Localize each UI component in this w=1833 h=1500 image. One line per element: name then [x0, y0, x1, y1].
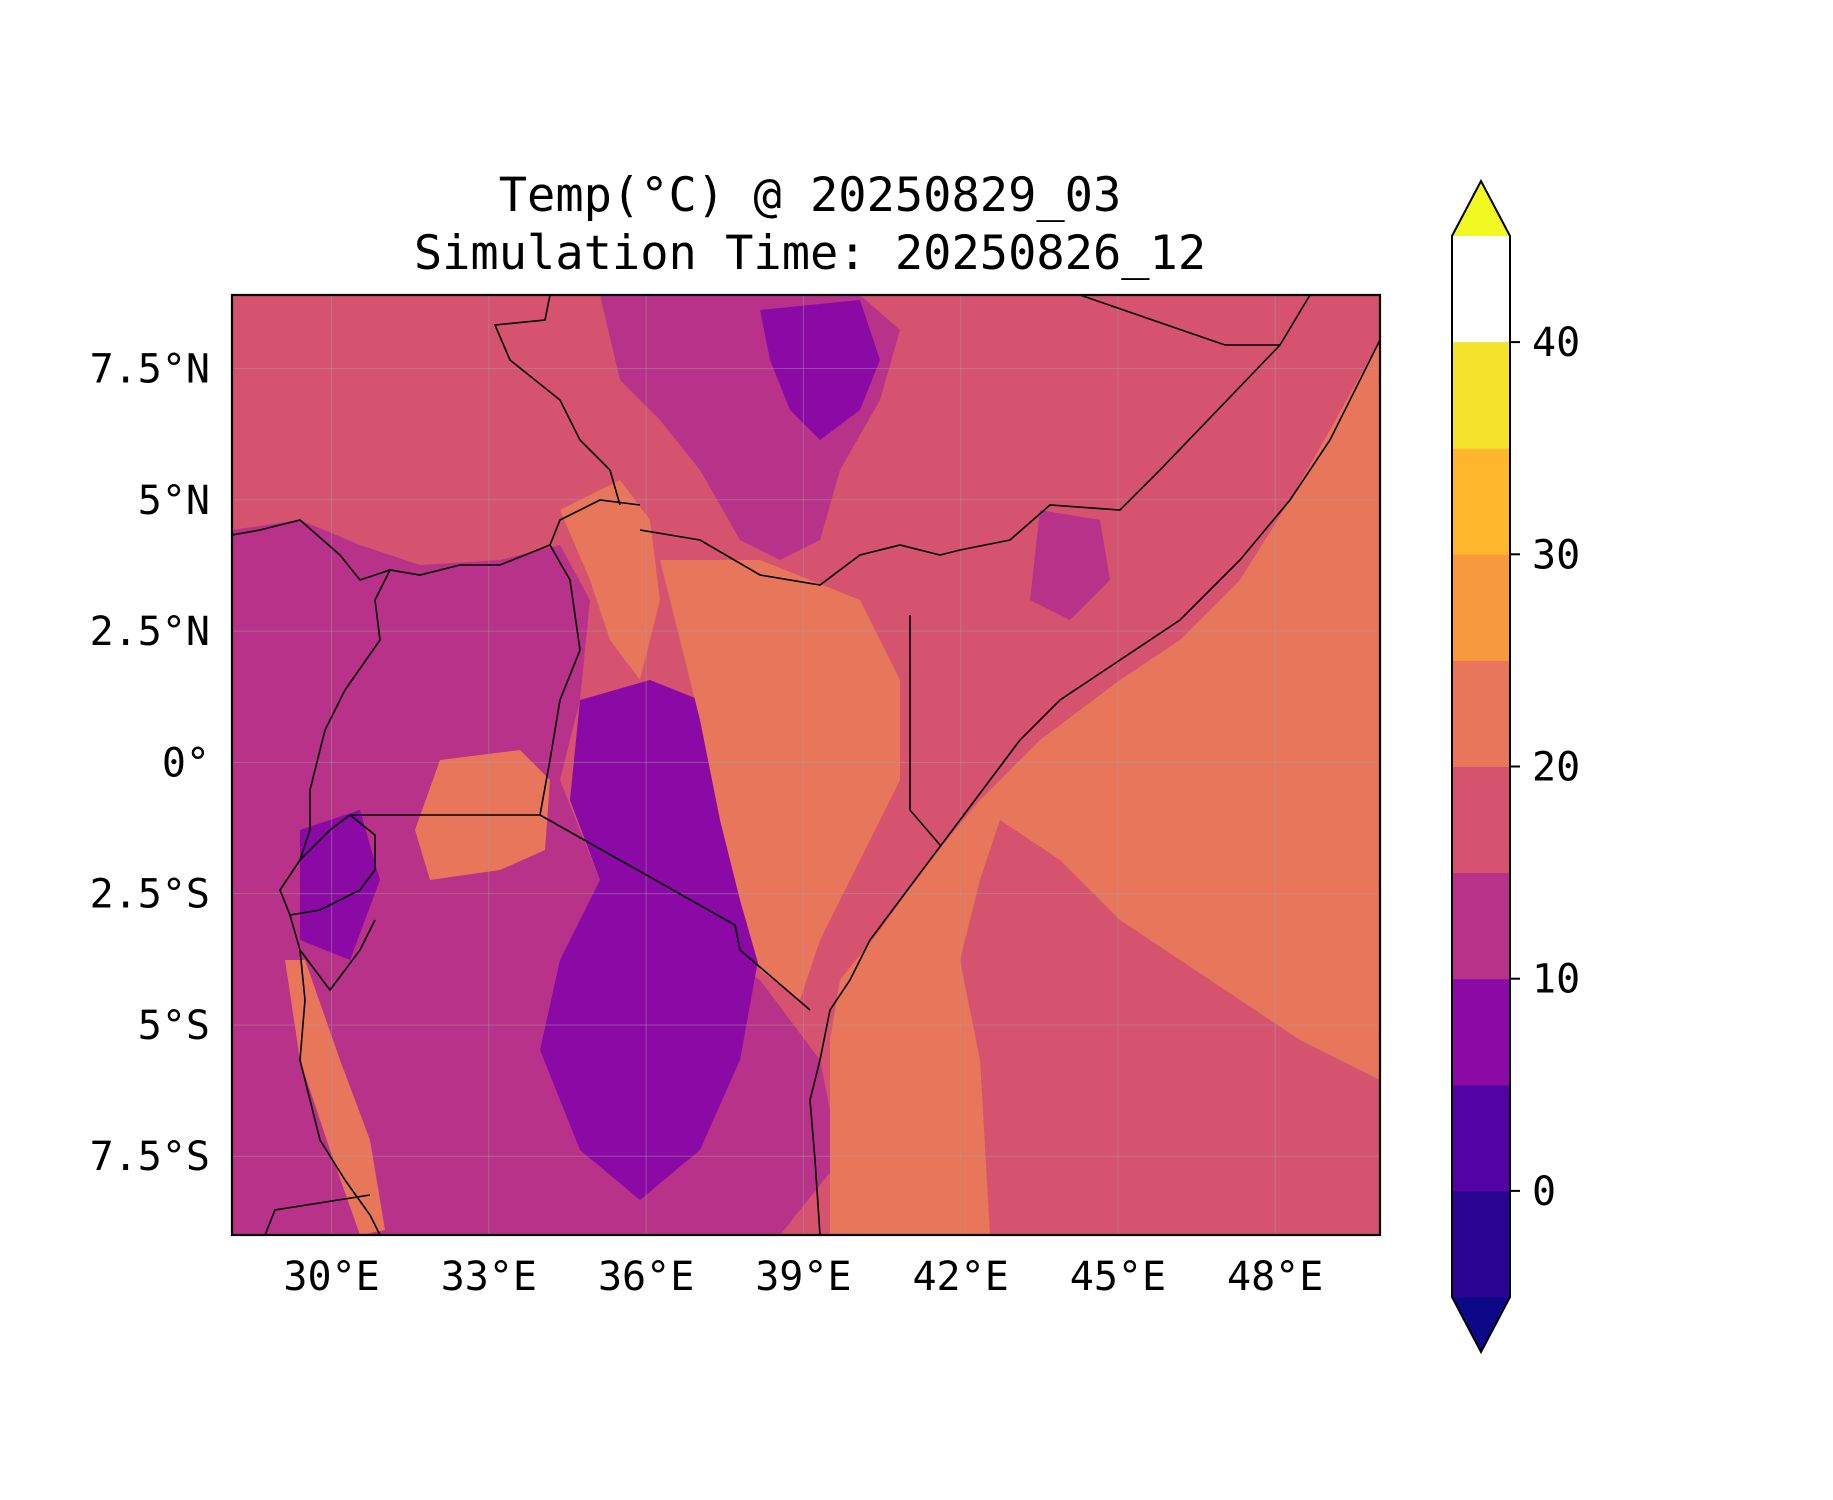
colorbar-tick-label: 20	[1532, 745, 1580, 791]
x-axis-ticks: 30°E 33°E 36°E 39°E 42°E 45°E 48°E	[283, 1254, 1323, 1300]
temperature-field	[232, 295, 1380, 1235]
region-rift-core	[300, 810, 380, 960]
colorbar-band	[1452, 660, 1510, 767]
x-tick-label: 36°E	[598, 1254, 694, 1300]
region-sw-strip	[285, 960, 385, 1235]
border-kenya-ethiopia	[639, 529, 961, 586]
region-ethiopian-highlands-core	[760, 300, 880, 440]
y-tick-label: 0°	[162, 740, 210, 786]
region-turkana	[560, 480, 660, 680]
colorbar: 0 10 20 30 40	[1451, 178, 1580, 1355]
colorbar-tick-label: 30	[1532, 532, 1580, 578]
border-burundi-tanzania	[289, 914, 376, 992]
y-tick-label: 2.5°S	[90, 872, 210, 918]
border-ethiopia-sudan	[493, 295, 621, 506]
border-rwanda-burundi	[279, 814, 376, 916]
region-east-warm	[660, 560, 900, 1000]
colorbar-band	[1452, 1084, 1510, 1192]
x-tick-label: 30°E	[283, 1254, 379, 1300]
colorbar-band	[1452, 872, 1510, 980]
border-kenya-somalia	[909, 615, 941, 846]
y-tick-label: 5°N	[138, 478, 210, 524]
map-title: Temp(°C) @ 20250829_03	[498, 168, 1122, 223]
colorbar-under-extension	[1452, 1297, 1510, 1352]
y-tick-label: 5°S	[138, 1003, 210, 1049]
y-tick-label: 2.5°N	[90, 609, 210, 655]
x-tick-label: 33°E	[441, 1254, 537, 1300]
border-kenya-tanzania	[539, 814, 811, 1011]
x-tick-label: 42°E	[912, 1254, 1008, 1300]
border-south-sudan	[232, 499, 641, 581]
y-axis-ticks: 7.5°N 5°N 2.5°N 0° 2.5°S 5°S 7.5°S	[90, 347, 210, 1181]
gridlines	[232, 295, 1380, 1235]
border-uganda-kenya	[539, 544, 581, 816]
border-drc-uganda	[299, 569, 391, 861]
y-tick-label: 7.5°N	[90, 347, 210, 393]
coastline	[809, 339, 1380, 1235]
region-kenya-highlands	[540, 680, 760, 1200]
colorbar-band	[1452, 978, 1510, 1086]
map-subtitle: Simulation Time: 20250826_12	[413, 226, 1207, 281]
colorbar-band	[1452, 1190, 1510, 1298]
x-tick-label: 39°E	[755, 1254, 851, 1300]
colorbar-band	[1452, 554, 1510, 661]
colorbar-outline	[1451, 178, 1511, 1355]
border-zambia	[264, 1194, 371, 1235]
colorbar-over-extension	[1452, 181, 1510, 236]
colorbar-tick-label: 0	[1532, 1169, 1556, 1215]
border-lake-tanganyika	[299, 949, 381, 1235]
country-borders	[232, 295, 1380, 1235]
x-tick-label: 48°E	[1227, 1254, 1323, 1300]
region-ocean-warm	[830, 340, 1380, 1235]
colorbar-band	[1452, 448, 1510, 555]
border-somaliland	[1079, 295, 1280, 346]
colorbar-band	[1452, 766, 1510, 874]
x-tick-label: 45°E	[1070, 1254, 1166, 1300]
y-tick-label: 7.5°S	[90, 1134, 210, 1180]
map-frame	[230, 293, 1382, 1237]
colorbar-tick-label: 10	[1532, 957, 1580, 1003]
colorbar-tick-label: 40	[1532, 320, 1580, 366]
colorbar-band	[1452, 342, 1510, 449]
region-somalia-interior	[1030, 510, 1110, 620]
